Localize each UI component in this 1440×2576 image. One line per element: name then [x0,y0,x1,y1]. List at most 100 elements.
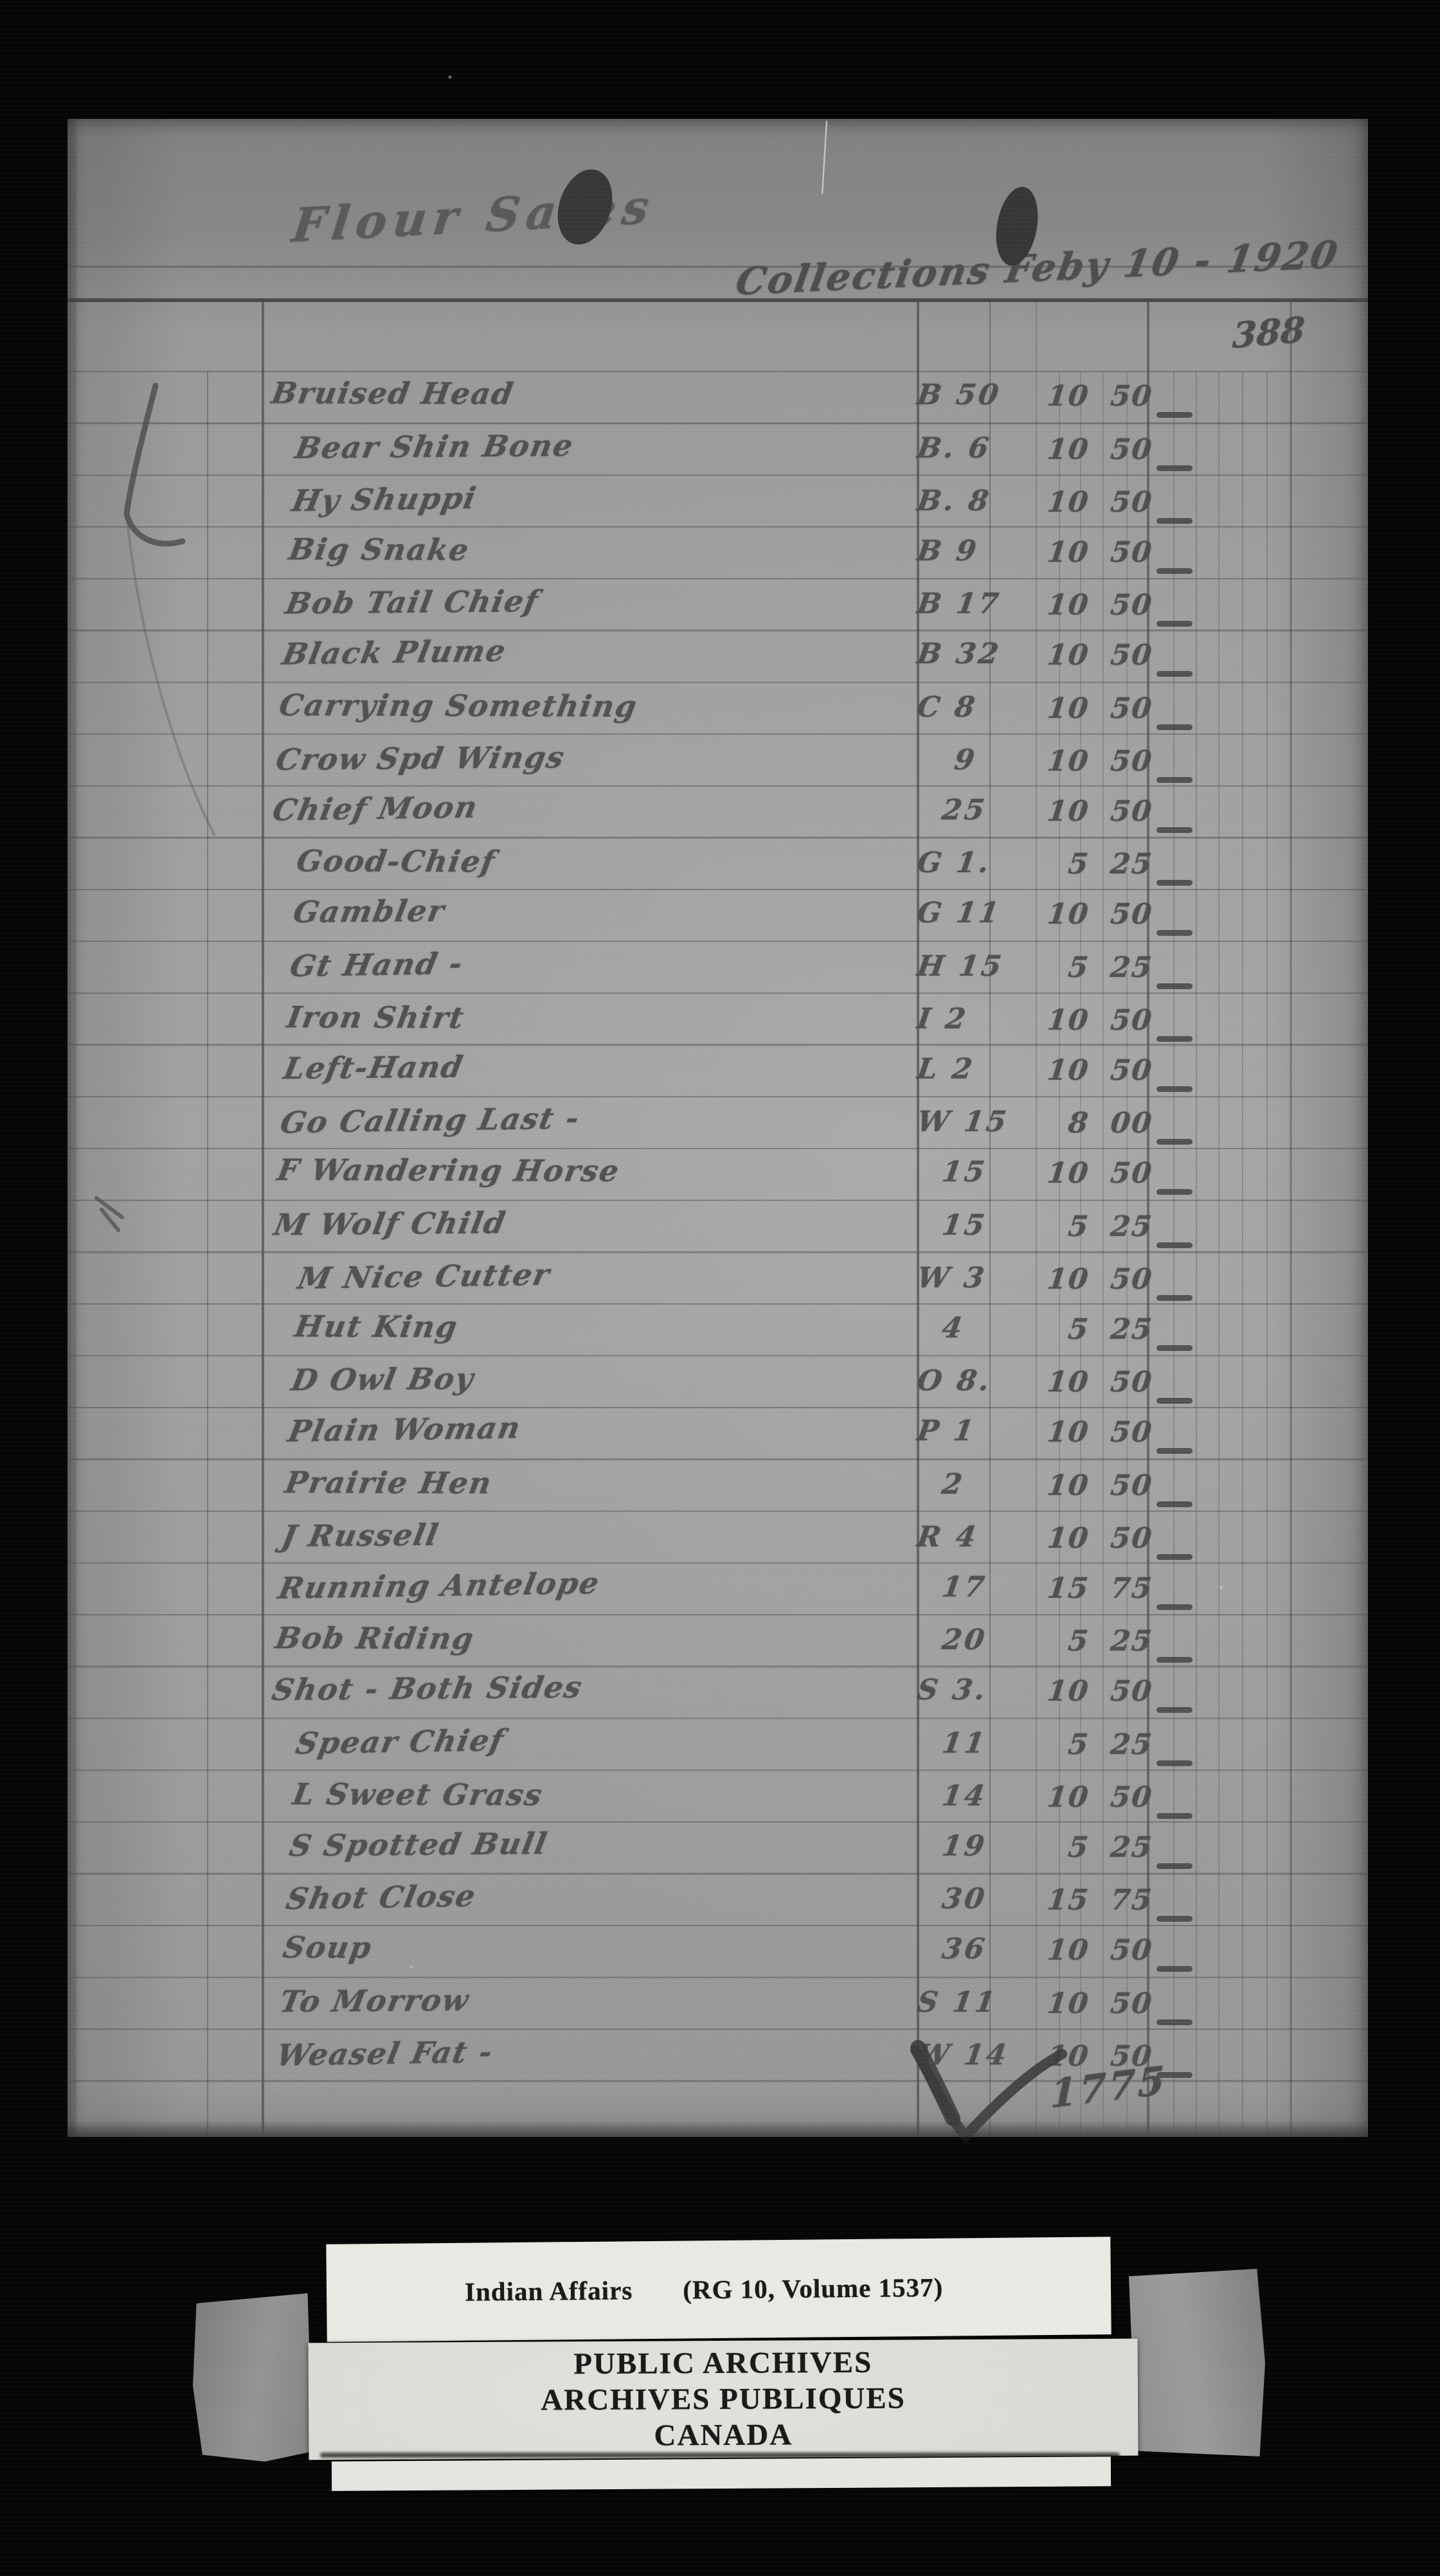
row-amount: 10 50 [1045,380,1155,413]
row-amount-dash [1156,412,1192,418]
row-amount: 10 50 [1045,1416,1155,1449]
row-amount: 10 50 [1045,1053,1155,1087]
row-ticket-code: R 4 [915,1521,981,1554]
row-name: Gt Hand - [287,945,467,983]
collections-date-handwritten: Collections Feby 10 - 1920 [732,232,1342,304]
ledger-row: Spear Chief 11 5 25 [68,1721,1368,1772]
row-name: Plain Woman [285,1410,525,1449]
row-amount-dash [1156,777,1192,783]
row-amount-dash [1156,930,1192,936]
torn-paper-strip-left [193,2293,312,2462]
row-amount-dash [1156,568,1192,574]
row-amount-dash [1156,1604,1192,1610]
ledger-row: M Wolf Child 15 5 25 [68,1203,1368,1254]
row-ticket-code: 36 [915,1933,989,1965]
row-name: Shot - Both Sides [269,1669,586,1708]
ledger-row: Shot Close 30 15 75 [68,1876,1368,1928]
row-ticket-code: 2 [915,1467,967,1501]
ledger-row: Iron Shirt I 2 10 50 [68,996,1368,1048]
row-ticket-code: B 32 [915,638,1004,670]
row-amount-dash [1156,983,1192,989]
row-amount: 10 50 [1045,1987,1155,2020]
row-amount-dash [1156,1036,1192,1042]
row-ticket-code: O 8. [915,1364,995,1398]
row-amount-dash [1156,1707,1192,1713]
torn-paper-strip-right [1129,2269,1265,2456]
row-amount: 10 50 [1045,1469,1155,1502]
row-amount-dash [1156,1657,1192,1663]
row-amount: 10 50 [1045,692,1155,725]
row-amount-dash [1156,827,1192,833]
row-amount-dash [1156,1139,1192,1145]
ledger-row: Hy Shuppi B. 8 10 50 [68,478,1368,530]
ledger-row: S Spotted Bull 19 5 25 [68,1823,1368,1875]
row-name: Bruised Head [269,375,517,411]
row-name: D Owl Boy [288,1361,478,1398]
row-name: Chief Moon [269,789,482,828]
row-ticket-code: I 2 [915,1003,971,1036]
row-name: F Wandering Horse [274,1152,623,1188]
archive-id-card: Indian Affairs (RG 10, Volume 1537) [326,2237,1112,2342]
dust-speck [448,75,452,79]
row-name: Prairie Hen [282,1465,495,1501]
row-amount: 10 50 [1045,1934,1155,1967]
row-amount: 5 25 [1066,1312,1155,1346]
ledger-row: Gambler G 11 10 50 [68,890,1368,942]
page-title-handwritten: Flour Sales [289,178,659,253]
row-ticket-code: 15 [915,1156,989,1188]
row-name: Hy Shuppi [289,480,480,519]
row-name: Black Plume [279,633,510,672]
row-ticket-code: B. 8 [915,485,994,518]
row-ticket-code: L 2 [915,1052,977,1086]
ledger-row: J Russell R 4 10 50 [68,1514,1368,1566]
row-name: Running Antelope [275,1565,604,1606]
ledger-row: Hut King 4 5 25 [68,1305,1368,1357]
row-name: Bob Tail Chief [282,584,542,622]
ledger-row: M Nice Cutter W 3 10 50 [68,1255,1368,1307]
row-amount-dash [1156,880,1192,886]
ledger-row: Go Calling Last - W 15 8 00 [68,1099,1368,1150]
public-archives-stamp: PUBLIC ARCHIVES ARCHIVES PUBLIQUES CANAD… [308,2338,1138,2460]
row-ticket-code: P 1 [915,1415,978,1447]
row-amount: 10 50 [1045,1675,1155,1708]
row-amount: 10 50 [1045,1263,1155,1296]
row-name: Crow Spd Wings [273,740,568,778]
page-number: 388 [1231,308,1306,357]
row-ticket-code: 30 [915,1883,989,1916]
row-amount: 15 75 [1045,1571,1155,1605]
ledger-row: Bear Shin Bone B. 6 10 50 [68,425,1368,477]
row-amount-dash [1156,724,1192,730]
row-ticket-code: 14 [915,1780,989,1813]
row-ticket-code: 17 [915,1570,989,1604]
row-ticket-code: 11 [915,1726,989,1760]
row-amount-dash [1156,1916,1192,1922]
row-ticket-code: B. 6 [915,431,994,465]
row-amount-dash [1156,1554,1192,1561]
ledger-row: L Sweet Grass 14 10 50 [68,1773,1368,1825]
row-ticket-code: W 3 [915,1262,989,1295]
row-amount: 10 50 [1045,1522,1155,1555]
row-amount: 10 50 [1045,433,1155,466]
ledger-row: D Owl Boy O 8. 10 50 [68,1358,1368,1409]
row-amount: 5 25 [1066,1210,1155,1243]
row-name: M Nice Cutter [294,1257,554,1296]
row-ticket-code: G 1. [915,846,994,880]
row-amount: 5 25 [1066,1728,1155,1761]
row-ticket-code: B 17 [915,587,1004,621]
row-ticket-code: 9 [915,744,980,777]
row-amount-dash [1156,1189,1192,1195]
row-name: To Morrow [276,1982,473,2019]
row-amount: 10 50 [1045,794,1155,828]
row-amount-dash [1156,1398,1192,1404]
row-amount-dash [1156,621,1192,627]
row-name: Left-Hand [280,1049,467,1086]
row-amount-dash [1156,1501,1192,1507]
row-amount: 10 50 [1045,1366,1155,1399]
ledger-row: Shot - Both Sides S 3. 10 50 [68,1667,1368,1719]
stamp-line-french: ARCHIVES PUBLIQUES [541,2381,906,2417]
row-name: Bob Riding [273,1620,478,1656]
ledger-row: Left-Hand L 2 10 50 [68,1046,1368,1098]
row-amount-dash [1156,1760,1192,1766]
ledger-row: Soup 36 10 50 [68,1926,1368,1978]
